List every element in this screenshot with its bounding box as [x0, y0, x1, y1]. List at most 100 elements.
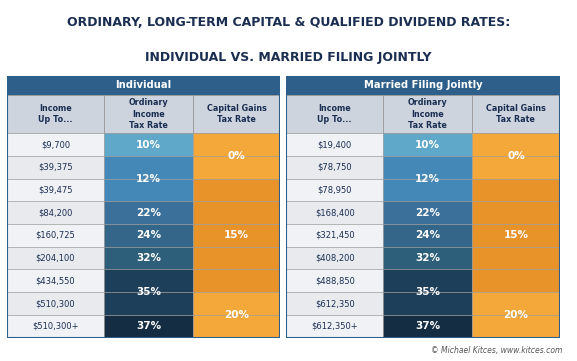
FancyBboxPatch shape [104, 269, 193, 292]
FancyBboxPatch shape [7, 224, 104, 247]
FancyBboxPatch shape [383, 156, 472, 179]
FancyBboxPatch shape [383, 133, 472, 156]
FancyBboxPatch shape [104, 292, 193, 315]
FancyBboxPatch shape [7, 76, 280, 95]
FancyBboxPatch shape [286, 315, 383, 338]
FancyBboxPatch shape [383, 224, 472, 247]
FancyBboxPatch shape [193, 201, 280, 224]
FancyBboxPatch shape [193, 247, 280, 269]
Text: Capital Gains
Tax Rate: Capital Gains Tax Rate [207, 104, 267, 124]
FancyBboxPatch shape [104, 201, 193, 224]
FancyBboxPatch shape [383, 201, 472, 224]
FancyBboxPatch shape [472, 269, 560, 292]
Text: ORDINARY, LONG-TERM CAPITAL & QUALIFIED DIVIDEND RATES:: ORDINARY, LONG-TERM CAPITAL & QUALIFIED … [67, 16, 510, 29]
FancyBboxPatch shape [472, 292, 560, 315]
FancyBboxPatch shape [383, 95, 472, 133]
Text: 24%: 24% [136, 230, 161, 240]
FancyBboxPatch shape [193, 269, 280, 292]
FancyBboxPatch shape [472, 133, 560, 156]
Text: $510,300+: $510,300+ [32, 322, 78, 331]
FancyBboxPatch shape [193, 315, 280, 338]
FancyBboxPatch shape [383, 292, 472, 315]
FancyBboxPatch shape [286, 133, 383, 156]
Text: Individual: Individual [115, 80, 172, 90]
FancyBboxPatch shape [104, 95, 193, 133]
Text: $408,200: $408,200 [315, 254, 354, 263]
Text: 10%: 10% [136, 140, 161, 150]
FancyBboxPatch shape [286, 156, 383, 179]
Text: Married Filing Jointly: Married Filing Jointly [364, 80, 482, 90]
Text: $612,350: $612,350 [315, 299, 355, 308]
FancyBboxPatch shape [7, 156, 104, 179]
FancyBboxPatch shape [7, 269, 104, 292]
Text: $434,550: $434,550 [36, 276, 75, 285]
FancyBboxPatch shape [383, 247, 472, 269]
Text: $39,475: $39,475 [38, 186, 73, 195]
Text: $78,750: $78,750 [317, 163, 352, 172]
FancyBboxPatch shape [104, 315, 193, 338]
FancyBboxPatch shape [472, 315, 560, 338]
Text: $9,700: $9,700 [41, 140, 70, 149]
FancyBboxPatch shape [472, 156, 560, 179]
FancyBboxPatch shape [193, 156, 280, 179]
Text: 12%: 12% [136, 174, 161, 184]
Text: 32%: 32% [136, 253, 161, 263]
FancyBboxPatch shape [286, 76, 560, 95]
Text: 22%: 22% [136, 208, 161, 218]
FancyBboxPatch shape [472, 247, 560, 269]
FancyBboxPatch shape [7, 292, 104, 315]
Text: $19,400: $19,400 [317, 140, 352, 149]
FancyBboxPatch shape [7, 247, 104, 269]
FancyBboxPatch shape [286, 224, 383, 247]
Text: Ordinary
Income
Tax Rate: Ordinary Income Tax Rate [408, 99, 448, 130]
FancyBboxPatch shape [383, 269, 472, 292]
FancyBboxPatch shape [472, 95, 560, 133]
Text: $612,350+: $612,350+ [312, 322, 358, 331]
FancyBboxPatch shape [104, 224, 193, 247]
FancyBboxPatch shape [383, 315, 472, 338]
Text: 10%: 10% [415, 140, 440, 150]
Text: 32%: 32% [415, 253, 440, 263]
Text: 15%: 15% [224, 230, 249, 240]
FancyBboxPatch shape [472, 224, 560, 247]
FancyBboxPatch shape [193, 292, 280, 315]
Text: $204,100: $204,100 [36, 254, 75, 263]
FancyBboxPatch shape [472, 201, 560, 224]
FancyBboxPatch shape [7, 133, 104, 156]
Text: 0%: 0% [228, 151, 246, 161]
FancyBboxPatch shape [104, 247, 193, 269]
FancyBboxPatch shape [383, 179, 472, 201]
Text: 15%: 15% [503, 230, 529, 240]
Text: $168,400: $168,400 [315, 208, 355, 217]
FancyBboxPatch shape [7, 315, 104, 338]
FancyBboxPatch shape [104, 133, 193, 156]
Text: Income
Up To...: Income Up To... [38, 104, 73, 124]
Text: 20%: 20% [224, 310, 249, 320]
Text: © Michael Kitces, www.kitces.com: © Michael Kitces, www.kitces.com [431, 346, 563, 355]
FancyBboxPatch shape [193, 133, 280, 156]
Text: $78,950: $78,950 [317, 186, 352, 195]
Text: Income
Up To...: Income Up To... [317, 104, 352, 124]
Text: $488,850: $488,850 [315, 276, 355, 285]
Text: 0%: 0% [507, 151, 525, 161]
FancyBboxPatch shape [193, 179, 280, 201]
Text: $160,725: $160,725 [36, 231, 76, 240]
Text: $84,200: $84,200 [38, 208, 73, 217]
FancyBboxPatch shape [286, 179, 383, 201]
Text: 24%: 24% [415, 230, 440, 240]
FancyBboxPatch shape [286, 247, 383, 269]
FancyBboxPatch shape [472, 179, 560, 201]
Text: $510,300: $510,300 [36, 299, 75, 308]
Text: 12%: 12% [415, 174, 440, 184]
Text: 37%: 37% [136, 321, 161, 331]
FancyBboxPatch shape [286, 269, 383, 292]
FancyBboxPatch shape [104, 179, 193, 201]
FancyBboxPatch shape [7, 201, 104, 224]
FancyBboxPatch shape [286, 292, 383, 315]
Text: 22%: 22% [415, 208, 440, 218]
FancyBboxPatch shape [286, 201, 383, 224]
FancyBboxPatch shape [7, 95, 104, 133]
Text: Capital Gains
Tax Rate: Capital Gains Tax Rate [486, 104, 546, 124]
Text: 35%: 35% [136, 287, 161, 297]
Text: INDIVIDUAL VS. MARRIED FILING JOINTLY: INDIVIDUAL VS. MARRIED FILING JOINTLY [145, 51, 432, 64]
